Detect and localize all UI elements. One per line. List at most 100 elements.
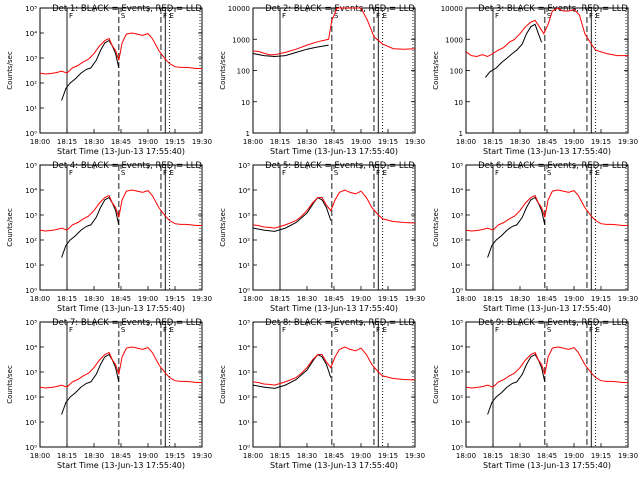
chart-panel-8: Det 8: BLACK = Events, RED = LLD 10⁰ 10¹ 10… — [219, 318, 425, 470]
x-tick-label: 18:45 — [111, 138, 131, 146]
x-tick-label: 19:30 — [405, 452, 425, 460]
series-line-lld — [465, 7, 628, 58]
x-tick-label: 19:00 — [564, 295, 584, 303]
flag-label: S — [121, 169, 126, 177]
y-tick-label: 10¹ — [238, 262, 250, 270]
chart-title: Det 8: BLACK = Events, RED = LLD — [265, 318, 415, 328]
series-line-events — [252, 353, 332, 389]
x-tick-label: 18:30 — [84, 452, 104, 460]
x-tick-label: 18:30 — [510, 295, 530, 303]
y-tick-label: 10² — [25, 394, 37, 402]
flag-label: F — [495, 169, 499, 177]
flag-label: E — [169, 169, 173, 177]
y-tick-label: 10² — [451, 237, 463, 245]
y-tick-label: 10³ — [238, 212, 250, 220]
y-tick-label: 10 — [241, 99, 250, 107]
y-tick-label: 10⁴ — [238, 187, 250, 195]
x-tick-label: 19:00 — [138, 452, 158, 460]
flag-label: F — [282, 12, 286, 20]
y-tick-label: 10³ — [451, 369, 463, 377]
y-tick-label: 1 — [246, 130, 250, 138]
plot-frame — [39, 7, 203, 134]
series-line-events — [252, 196, 332, 232]
x-tick-label: 18:30 — [84, 138, 104, 146]
y-axis-label: Counts/sec — [219, 208, 227, 247]
x-tick-label: 18:45 — [324, 138, 344, 146]
flag-label: F — [69, 12, 73, 20]
y-tick-label: 1000 — [445, 36, 463, 44]
x-axis-label: Start Time (13-Jun-13 17:55:40) — [57, 147, 185, 156]
y-tick-label: 10² — [238, 237, 250, 245]
x-tick-label: 19:15 — [165, 138, 185, 146]
flag-label: E — [595, 169, 599, 177]
y-axis-label: Counts/sec — [219, 365, 227, 404]
x-tick-label: 18:00 — [456, 138, 476, 146]
flag-label: E — [382, 12, 386, 20]
x-tick-label: 18:15 — [483, 138, 503, 146]
y-axis-label: Counts/sec — [6, 208, 14, 247]
flag-label: F — [589, 326, 593, 334]
y-tick-label: 10 — [454, 99, 463, 107]
y-tick-label: 10³ — [25, 55, 37, 63]
y-tick-label: 10² — [25, 237, 37, 245]
y-axis-label: Counts/sec — [432, 208, 440, 247]
x-axis-label: Start Time (13-Jun-13 17:55:40) — [270, 461, 398, 470]
x-tick-label: 18:00 — [30, 452, 50, 460]
y-tick-label: 10² — [451, 394, 463, 402]
x-tick-label: 18:00 — [243, 138, 263, 146]
x-tick-label: 19:30 — [618, 452, 638, 460]
x-tick-label: 18:30 — [297, 452, 317, 460]
flag-label: F — [163, 12, 167, 20]
x-tick-label: 19:15 — [165, 295, 185, 303]
y-tick-label: 10⁴ — [25, 187, 37, 195]
y-axis-label: Counts/sec — [432, 365, 440, 404]
x-tick-label: 18:30 — [84, 295, 104, 303]
series-line-events — [485, 23, 543, 78]
x-tick-label: 19:00 — [351, 295, 371, 303]
flag-label: S — [334, 326, 339, 334]
y-tick-label: 10¹ — [25, 419, 37, 427]
y-tick-label: 10⁰ — [25, 130, 37, 138]
x-tick-label: 18:30 — [297, 295, 317, 303]
x-tick-label: 19:30 — [192, 295, 212, 303]
flag-label: S — [334, 169, 339, 177]
y-tick-label: 10³ — [25, 369, 37, 377]
chart-panel-6: Det 6: BLACK = Events, RED = LLD 10⁰ 10¹ 10… — [432, 161, 638, 313]
plot-frame — [252, 7, 416, 134]
x-tick-label: 18:00 — [456, 295, 476, 303]
y-tick-label: 10³ — [451, 212, 463, 220]
flag-label: F — [495, 12, 499, 20]
flag-label: F — [376, 326, 380, 334]
flag-label: F — [376, 169, 380, 177]
x-axis-label: Start Time (13-Jun-13 17:55:40) — [483, 304, 611, 313]
flag-label: E — [595, 12, 599, 20]
chart-panel-2: Det 2: BLACK = Events, RED = LLD 1 10 100 10… — [219, 4, 425, 156]
chart-title: Det 5: BLACK = Events, RED = LLD — [265, 161, 415, 171]
y-tick-label: 1 — [459, 130, 463, 138]
x-tick-label: 18:15 — [57, 452, 77, 460]
flag-label: F — [69, 326, 73, 334]
y-tick-label: 10⁰ — [25, 287, 37, 295]
y-tick-label: 100 — [237, 68, 250, 76]
x-tick-label: 19:30 — [405, 138, 425, 146]
x-axis-label: Start Time (13-Jun-13 17:55:40) — [270, 147, 398, 156]
x-axis-label: Start Time (13-Jun-13 17:55:40) — [483, 147, 611, 156]
y-axis-label: Counts/sec — [432, 51, 440, 90]
x-tick-label: 19:00 — [138, 138, 158, 146]
y-tick-label: 10⁵ — [25, 5, 37, 13]
y-tick-label: 10² — [238, 394, 250, 402]
flag-label: F — [163, 169, 167, 177]
y-tick-label: 10¹ — [451, 419, 463, 427]
chart-title: Det 4: BLACK = Events, RED = LLD — [52, 161, 202, 171]
x-tick-label: 19:00 — [351, 452, 371, 460]
flag-label: E — [169, 326, 173, 334]
x-tick-label: 18:45 — [111, 452, 131, 460]
chart-title: Det 9: BLACK = Events, RED = LLD — [478, 318, 628, 328]
y-tick-label: 10000 — [441, 5, 463, 13]
x-tick-label: 19:15 — [591, 138, 611, 146]
x-tick-label: 19:30 — [192, 452, 212, 460]
x-tick-label: 19:00 — [564, 138, 584, 146]
y-tick-label: 10² — [25, 80, 37, 88]
x-tick-label: 18:15 — [57, 295, 77, 303]
